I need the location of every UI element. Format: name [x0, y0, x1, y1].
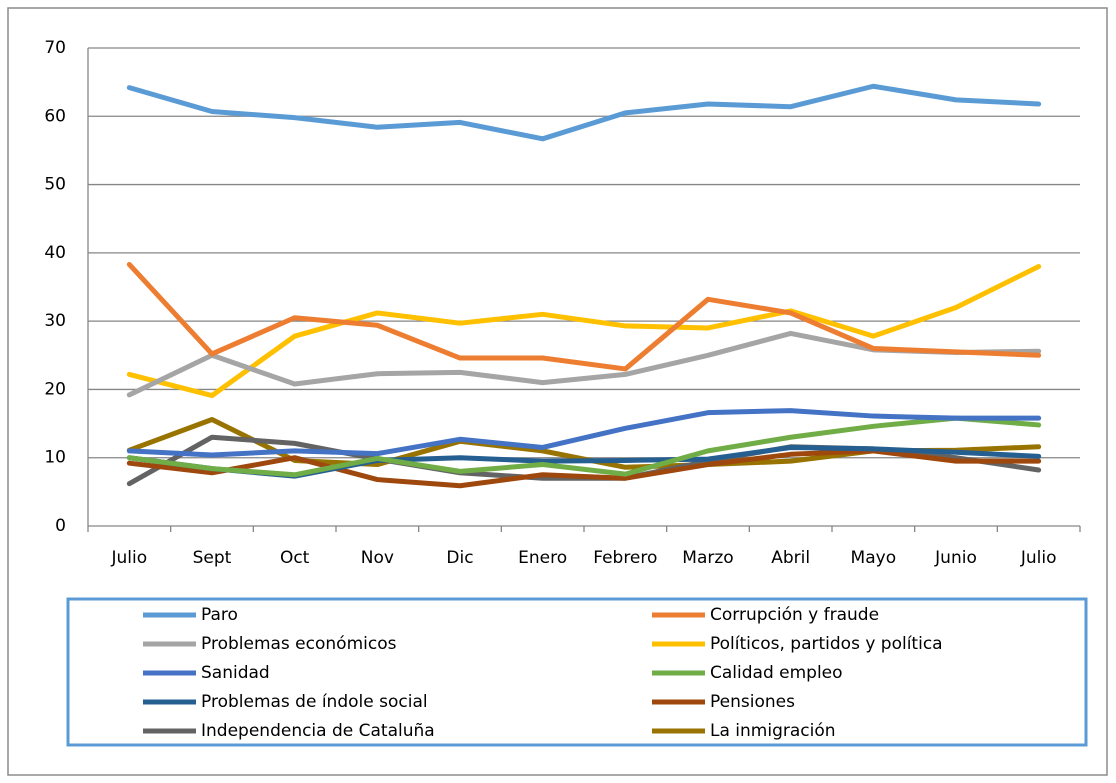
legend-label: Políticos, partidos y política	[710, 634, 943, 654]
chart-frame	[7, 7, 1108, 776]
legend-label: Pensiones	[710, 692, 795, 712]
y-tick-label: 50	[44, 175, 66, 195]
x-tick-label: Dic	[446, 548, 473, 568]
y-tick-label: 40	[44, 243, 66, 263]
legend-label: Problemas económicos	[201, 634, 397, 654]
legend-label: Independencia de Cataluña	[201, 721, 435, 741]
series-line	[126, 408, 1042, 458]
x-tick-label: Julio	[1020, 548, 1057, 568]
series-line	[126, 261, 1042, 372]
y-tick-label: 60	[44, 106, 66, 126]
series-line	[126, 264, 1042, 399]
legend-label: Problemas de índole social	[201, 692, 428, 712]
y-tick-label: 10	[44, 448, 66, 468]
x-tick-label: Sept	[193, 548, 232, 568]
legend-label: La inmigración	[710, 721, 836, 741]
x-tick-label: Febrero	[593, 548, 657, 568]
legend-label: Corrupción y fraude	[710, 605, 879, 625]
x-tick-label: Marzo	[682, 548, 733, 568]
x-tick-label: Mayo	[851, 548, 897, 568]
legend-label: Sanidad	[201, 663, 270, 683]
x-tick-label: Enero	[518, 548, 567, 568]
legend-label: Paro	[201, 605, 238, 625]
legend-box	[66, 597, 1088, 747]
series-line	[126, 83, 1042, 142]
y-tick-label: 0	[55, 516, 66, 536]
y-tick-label: 70	[44, 38, 66, 58]
legend-label: Calidad empleo	[710, 663, 843, 683]
x-tick-label: Abril	[771, 548, 810, 568]
x-tick-label: Junio	[934, 548, 977, 568]
x-tick-label: Oct	[280, 548, 310, 568]
y-tick-label: 20	[44, 379, 66, 399]
x-tick-label: Julio	[111, 548, 148, 568]
series-line	[126, 415, 1042, 478]
x-tick-label: Nov	[361, 548, 394, 568]
y-tick-label: 30	[44, 311, 66, 331]
series-line	[126, 448, 1042, 489]
